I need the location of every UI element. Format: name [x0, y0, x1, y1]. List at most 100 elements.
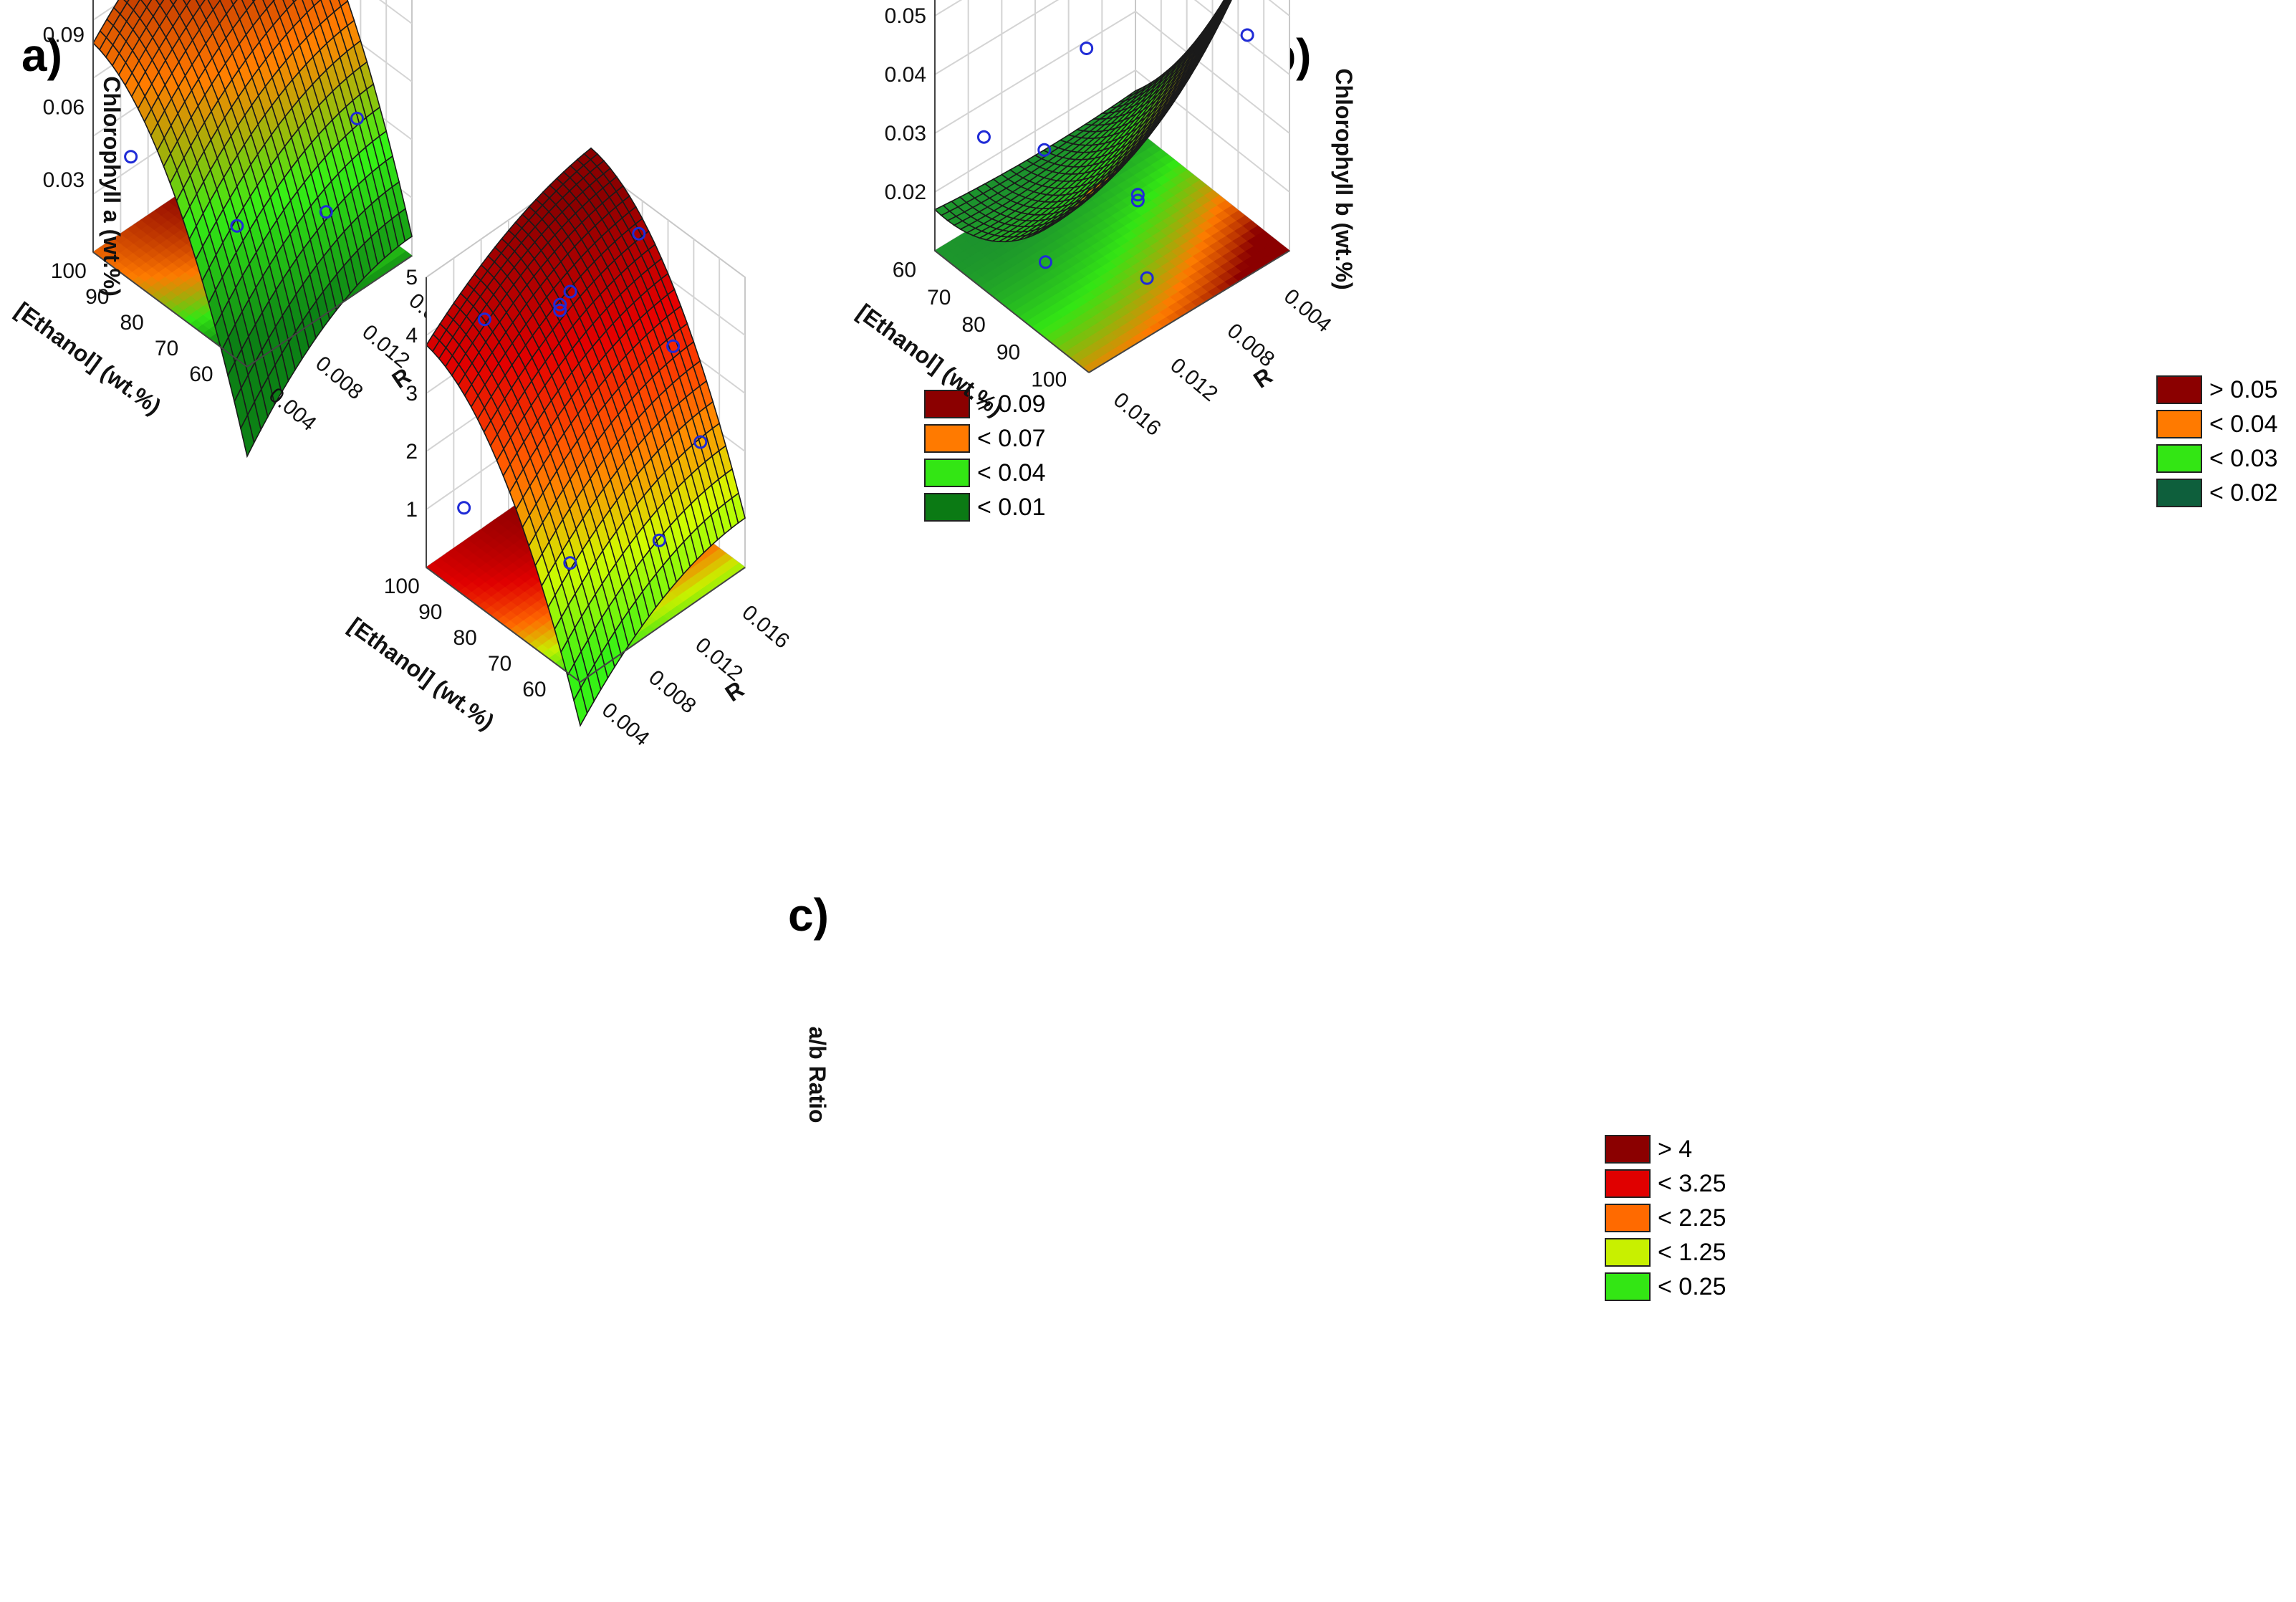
legend-item: > 0.09 [924, 387, 1045, 421]
legend-item: < 0.02 [2156, 476, 2277, 510]
z-tick-label: 0.04 [885, 63, 926, 87]
x-tick-label: 70 [488, 652, 511, 676]
panel-label-a: a) [21, 29, 62, 81]
observed-point [1037, 143, 1052, 157]
observed-point [563, 284, 577, 299]
legend-swatch [924, 390, 970, 418]
observed-point [563, 556, 577, 570]
panel-label-c: c) [788, 889, 829, 941]
legend-label: < 0.04 [2209, 410, 2278, 438]
x-tick-label: 90 [418, 600, 442, 624]
legend-item: > 0.05 [2156, 373, 2277, 407]
legend-label: < 0.04 [977, 459, 1046, 486]
observed-point [477, 312, 491, 327]
observed-point [124, 150, 138, 164]
y-axis-title: R [1249, 363, 1277, 393]
axis-line-y [580, 567, 746, 683]
observed-point [976, 130, 991, 144]
chart-panel-a: a) 100908070600.0040.0080.0120.0160.030.… [0, 0, 1146, 788]
surface-plot-b: 607080901000.0160.0120.0080.0040.020.030… [852, 0, 1357, 441]
z-tick-label: 0.02 [885, 181, 926, 204]
observed-points [457, 226, 708, 570]
observed-point [1080, 41, 1094, 55]
legend-item: < 0.04 [924, 456, 1045, 490]
legend-item: < 0.03 [2156, 441, 2277, 476]
axis-line-y [246, 255, 413, 368]
y-tick-label: 0.004 [264, 383, 321, 436]
surface-mesh [425, 147, 746, 727]
surface-mesh [92, 0, 413, 459]
observed-point [319, 205, 333, 219]
z-tick-label: 0.05 [885, 4, 926, 28]
legend-c: > 4 < 3.25 < 2.25 < 1.25 < 0.25 [1605, 1132, 1726, 1304]
observed-points [976, 28, 1254, 285]
surface-cell [240, 413, 255, 459]
observed-point [666, 339, 681, 353]
legend-swatch [1605, 1238, 1651, 1267]
observed-point [553, 303, 567, 317]
legend-label: > 0.05 [2209, 375, 2278, 403]
z-axis-title: Chlorophyll a (wt.%) [99, 76, 125, 297]
surface-plot-a: 100908070600.0040.0080.0120.0160.030.060… [11, 0, 461, 459]
x-tick-label: 100 [384, 575, 420, 598]
y-tick-label: 0.008 [1223, 319, 1279, 372]
legend-item: < 3.25 [1605, 1166, 1726, 1201]
box-edges [426, 277, 746, 683]
axis-line-x [426, 567, 581, 683]
legend-label: < 0.07 [977, 424, 1046, 452]
chart-panel-c: c) 100 90 80 70 60 0.004 0.008 0.012 0.016 1 2 3 4 5 a… [344, 147, 1805, 1602]
observed-point [1130, 193, 1145, 208]
observed-point [350, 111, 364, 125]
legend-label: < 2.25 [1658, 1204, 1726, 1232]
z-tick-label: 1 [405, 498, 418, 522]
x-tick-label: 60 [522, 678, 546, 701]
legend-item: < 0.01 [924, 490, 1045, 524]
x-tick-label: 90 [996, 340, 1020, 364]
surface-cell [183, 0, 191, 6]
observed-point [230, 219, 244, 233]
observed-point [457, 501, 471, 515]
legend-a: > 0.09 < 0.07 < 0.04 < 0.01 [924, 387, 1045, 524]
observed-point [693, 435, 708, 449]
legend-item: < 2.25 [1605, 1201, 1726, 1235]
observed-point [1140, 271, 1154, 285]
legend-swatch [1605, 1204, 1651, 1232]
surface-cell [169, 0, 178, 6]
x-tick-label: 100 [1031, 368, 1067, 392]
observed-points [124, 111, 364, 233]
observed-point [1240, 28, 1254, 42]
z-axis-title: Chlorophyll b (wt.%) [1331, 68, 1357, 289]
chart-panel-b: b) 607080901000.0160.0120.0080.0040.020.… [852, 0, 2296, 788]
legend-label: < 0.01 [977, 493, 1046, 521]
observed-point [1038, 255, 1052, 269]
x-tick-label: 100 [51, 259, 87, 283]
surface-cell [155, 0, 165, 7]
legend-swatch [924, 424, 970, 453]
legend-swatch [1605, 1272, 1651, 1301]
legend-swatch [2156, 375, 2202, 404]
box-edges [934, 0, 1290, 373]
surface-plot-c: 100908070600.0040.0080.0120.01612345a/b … [344, 147, 830, 1123]
y-tick-label: 0.012 [1166, 353, 1222, 406]
legend-label: < 0.02 [2209, 479, 2278, 507]
y-tick-label: 0.004 [1279, 284, 1336, 337]
axis-line-x [934, 250, 1090, 373]
legend-label: > 0.09 [977, 390, 1046, 418]
legend-swatch [1605, 1169, 1651, 1198]
legend-b: > 0.05 < 0.04 < 0.03 < 0.02 [2156, 373, 2277, 510]
z-tick-label: 3 [405, 382, 418, 406]
x-tick-label: 80 [962, 313, 986, 337]
z-tick-label: 0.06 [43, 96, 85, 120]
z-tick-label: 0.03 [43, 168, 85, 192]
legend-swatch [1605, 1135, 1651, 1164]
x-tick-label: 60 [189, 363, 213, 386]
legend-label: < 1.25 [1658, 1238, 1726, 1266]
z-tick-label: 0.03 [885, 122, 926, 145]
legend-item: > 4 [1605, 1132, 1726, 1166]
legend-item: < 0.25 [1605, 1270, 1726, 1304]
z-tick-label: 0.09 [43, 23, 85, 47]
legend-label: < 0.03 [2209, 444, 2278, 472]
box-edges [92, 0, 413, 368]
observed-point [652, 533, 666, 547]
x-tick-label: 90 [85, 285, 109, 309]
